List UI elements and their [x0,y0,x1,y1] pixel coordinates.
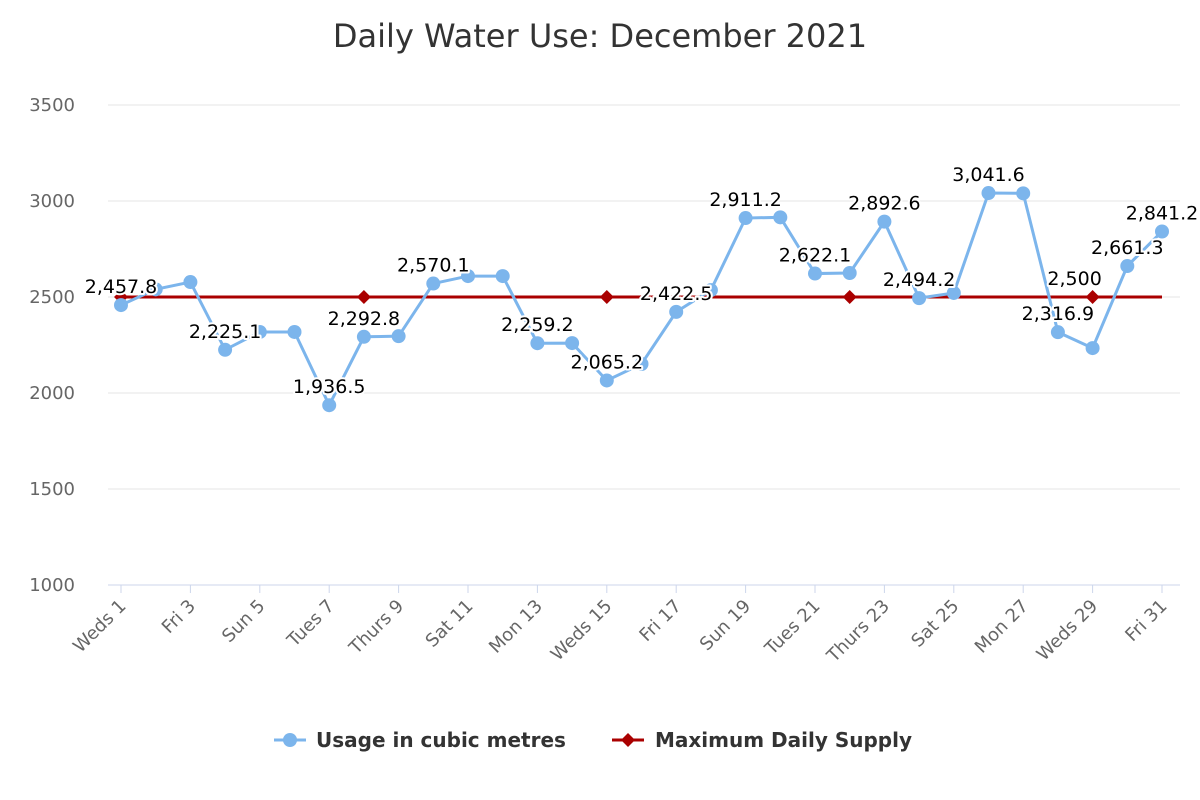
y-tick-label: 3500 [29,95,75,116]
data-label: 3,041.6 [952,164,1025,186]
usage-point[interactable] [356,329,371,344]
supply-marker[interactable] [1085,290,1100,304]
x-tick-label: Tues 7 [283,596,339,652]
usage-point[interactable] [148,282,163,297]
usage-point[interactable] [1085,341,1100,356]
usage-point[interactable] [114,298,128,313]
diamond-marker-icon [621,733,635,747]
usage-point[interactable] [461,269,475,284]
usage-point[interactable] [287,324,302,339]
usage-point[interactable] [530,336,545,351]
x-tick-label: Mon 27 [971,596,1033,658]
data-label: 2,259.2 [501,314,574,336]
data-label: 2,570.1 [397,255,470,277]
x-tick-label: Weds 29 [1033,596,1102,665]
data-label: 2,622.1 [779,245,852,267]
usage-point[interactable] [634,357,649,372]
supply-marker[interactable] [599,290,614,304]
y-tick-label: 1500 [29,479,75,500]
x-tick-label: Weds 1 [69,596,130,657]
x-tick-label: Weds 15 [547,596,616,665]
usage-point[interactable] [565,336,580,351]
x-tick-label: Sat 25 [907,596,963,652]
usage-point[interactable] [912,291,927,306]
usage-point[interactable] [252,324,267,339]
supply-marker[interactable] [842,290,857,304]
x-tick-label: Fri 3 [158,596,200,638]
data-label: 2,661.3 [1091,237,1164,259]
usage-point[interactable] [183,275,198,290]
data-label: 2,494.2 [883,269,956,291]
x-tick-label: Thurs 23 [822,596,894,668]
usage-point[interactable] [738,211,753,226]
usage-point[interactable] [703,283,718,298]
x-tick-label: Sun 5 [218,596,269,647]
usage-point[interactable] [426,276,441,291]
y-tick-label: 2500 [29,287,75,308]
legend-label: Maximum Daily Supply [655,728,912,752]
data-label: 2,500 [1047,268,1101,290]
y-tick-label: 3000 [29,191,75,212]
data-label: 1,936.5 [293,376,366,398]
data-label: 2,892.6 [848,193,921,215]
usage-point[interactable] [1120,259,1135,274]
usage-point[interactable] [1155,224,1169,239]
x-tick-label: Thurs 9 [345,596,408,659]
usage-point[interactable] [1016,186,1031,201]
x-tick-label: Tues 21 [760,596,824,660]
usage-point[interactable] [981,186,996,201]
x-tick-label: Fri 31 [1121,596,1171,646]
usage-point[interactable] [669,304,684,319]
usage-point[interactable] [218,342,233,357]
usage-point[interactable] [495,269,510,284]
data-label: 2,841.2 [1126,202,1199,224]
legend-label: Usage in cubic metres [316,728,566,752]
x-tick-label: Sun 19 [696,596,755,655]
y-tick-label: 2000 [29,383,75,404]
data-label: 2,292.8 [328,308,401,330]
legend-item-supply[interactable]: Maximum Daily Supply [612,728,912,752]
usage-point[interactable] [946,285,961,300]
usage-point[interactable] [842,266,857,280]
y-tick-label: 1000 [29,575,75,596]
supply-marker[interactable] [356,290,371,304]
circle-marker-icon [283,733,297,747]
usage-point[interactable] [322,398,337,413]
usage-point[interactable] [808,266,822,281]
usage-point[interactable] [877,214,892,229]
data-label: 2,422.5 [640,283,713,305]
x-tick-label: Mon 13 [485,596,547,658]
x-tick-label: Sat 11 [422,596,478,652]
data-label: 2,225.1 [189,321,262,343]
usage-point[interactable] [391,329,406,344]
usage-point[interactable] [599,373,614,388]
usage-point[interactable] [773,210,788,225]
usage-point[interactable] [1050,325,1065,340]
data-label: 2,911.2 [709,189,782,211]
x-tick-label: Fri 17 [635,596,685,646]
data-label: 2,065.2 [571,351,644,373]
data-label: 2,457.8 [85,276,158,298]
chart-title: Daily Water Use: December 2021 [333,17,867,55]
legend-item-usage[interactable]: Usage in cubic metres [274,728,566,752]
data-label: 2,316.9 [1022,303,1095,325]
